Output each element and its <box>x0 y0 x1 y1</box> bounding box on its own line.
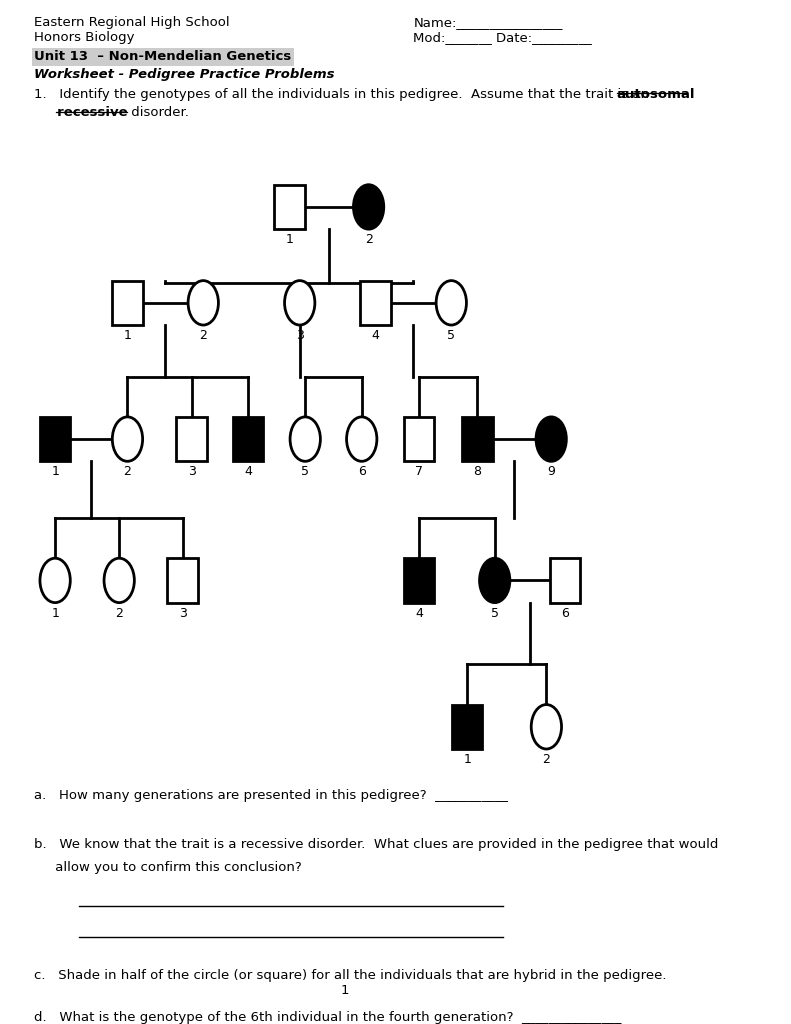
Bar <box>274 184 305 229</box>
Text: a.   How many generations are presented in this pedigree?  ___________: a. How many generations are presented in… <box>35 790 509 803</box>
Text: 4: 4 <box>372 329 380 342</box>
Text: 5: 5 <box>301 465 309 478</box>
Circle shape <box>354 184 384 229</box>
Text: 1: 1 <box>51 465 59 478</box>
Circle shape <box>532 705 562 749</box>
Bar <box>40 417 70 461</box>
Circle shape <box>104 558 134 603</box>
Circle shape <box>112 417 142 461</box>
Text: 2: 2 <box>123 465 131 478</box>
Circle shape <box>40 558 70 603</box>
Bar <box>168 558 198 603</box>
Text: 8: 8 <box>474 465 482 478</box>
Text: 6: 6 <box>561 606 569 620</box>
Bar <box>112 281 142 325</box>
Text: 2: 2 <box>543 753 551 766</box>
Circle shape <box>536 417 566 461</box>
Text: 5: 5 <box>490 606 498 620</box>
Text: 7: 7 <box>415 465 423 478</box>
Bar <box>176 417 206 461</box>
Text: 2: 2 <box>365 233 373 246</box>
Text: autosomal: autosomal <box>617 88 695 100</box>
Text: 1: 1 <box>51 606 59 620</box>
Text: 4: 4 <box>244 465 252 478</box>
Bar <box>233 417 263 461</box>
Text: 3: 3 <box>179 606 187 620</box>
Text: 3: 3 <box>187 465 195 478</box>
Text: d.   What is the genotype of the 6th individual in the fourth generation?  _____: d. What is the genotype of the 6th indiv… <box>35 1012 622 1024</box>
Text: Name:________________: Name:________________ <box>414 16 562 29</box>
Text: 1: 1 <box>286 233 293 246</box>
Text: c.   Shade in half of the circle (or square) for all the individuals that are hy: c. Shade in half of the circle (or squar… <box>35 969 667 982</box>
Text: b.   We know that the trait is a recessive disorder.  What clues are provided in: b. We know that the trait is a recessive… <box>35 838 719 851</box>
Text: 2: 2 <box>199 329 207 342</box>
Text: 3: 3 <box>296 329 304 342</box>
Text: disorder.: disorder. <box>127 106 189 119</box>
Text: Worksheet - Pedigree Practice Problems: Worksheet - Pedigree Practice Problems <box>35 68 335 81</box>
Bar <box>452 705 483 749</box>
Text: allow you to confirm this conclusion?: allow you to confirm this conclusion? <box>35 861 302 874</box>
Bar <box>462 417 493 461</box>
Bar <box>550 558 580 603</box>
Circle shape <box>290 417 320 461</box>
Circle shape <box>479 558 510 603</box>
Circle shape <box>436 281 467 325</box>
Text: Unit 13  – Non-Mendelian Genetics: Unit 13 – Non-Mendelian Genetics <box>35 50 292 63</box>
Circle shape <box>346 417 377 461</box>
Text: 2: 2 <box>115 606 123 620</box>
Bar <box>403 558 434 603</box>
Text: Honors Biology: Honors Biology <box>35 32 135 44</box>
Text: 6: 6 <box>358 465 365 478</box>
Text: 1: 1 <box>123 329 131 342</box>
Text: 5: 5 <box>447 329 456 342</box>
Text: recessive: recessive <box>35 106 128 119</box>
Circle shape <box>285 281 315 325</box>
Bar <box>361 281 391 325</box>
Bar <box>403 417 434 461</box>
Circle shape <box>188 281 218 325</box>
Text: 1.   Identify the genotypes of all the individuals in this pedigree.  Assume tha: 1. Identify the genotypes of all the ind… <box>35 88 649 100</box>
Text: Eastern Regional High School: Eastern Regional High School <box>35 16 230 29</box>
Text: 9: 9 <box>547 465 555 478</box>
Text: 1: 1 <box>340 984 349 997</box>
Text: Mod:_______ Date:_________: Mod:_______ Date:_________ <box>414 32 592 44</box>
Text: 1: 1 <box>464 753 471 766</box>
Text: 4: 4 <box>415 606 423 620</box>
